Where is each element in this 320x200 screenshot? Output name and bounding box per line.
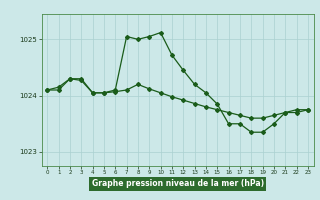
X-axis label: Graphe pression niveau de la mer (hPa): Graphe pression niveau de la mer (hPa) — [92, 179, 264, 188]
